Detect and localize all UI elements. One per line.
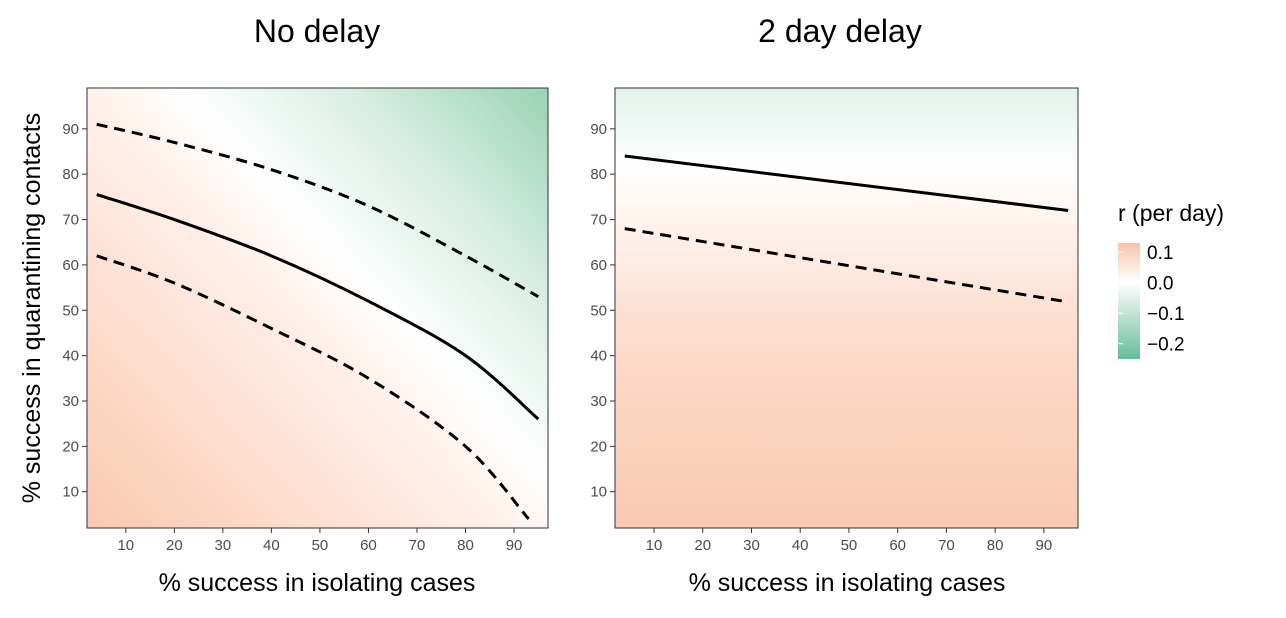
- x-tick-label: 80: [457, 537, 474, 554]
- y-tick-label: 10: [62, 484, 79, 501]
- solid-contour-line: [624, 154, 1069, 212]
- x-axis-title: % success in isolating cases: [159, 569, 476, 597]
- y-tick-label: 60: [62, 257, 79, 274]
- x-tick-label: 10: [117, 537, 134, 554]
- x-tick-label: 70: [409, 537, 426, 554]
- y-tick-label: 70: [590, 212, 607, 229]
- panel-title: No delay: [254, 13, 380, 49]
- y-tick-label: 30: [62, 393, 79, 410]
- y-axis-title: % success in quarantining contacts: [18, 113, 46, 504]
- x-tick-label: 20: [694, 537, 711, 554]
- y-tick-label: 20: [590, 438, 607, 455]
- dashed-contour-line: [96, 122, 540, 298]
- panel-no-delay: No delay 10 20 30 40 50 60 70 80 90 10 20 30 40 50 60 7…: [18, 13, 549, 597]
- y-tick-label: 70: [62, 212, 79, 229]
- x-tick-label: 40: [263, 537, 280, 554]
- panel-border: [614, 87, 1079, 529]
- y-tick-label: 60: [590, 257, 607, 274]
- dashed-contour-line: [96, 254, 530, 520]
- y-tick-label: 20: [62, 438, 79, 455]
- x-tick-label: 70: [938, 537, 955, 554]
- x-tick-label: 90: [1036, 537, 1053, 554]
- x-tick-label: 80: [987, 537, 1004, 554]
- tick-group: 10 20 30 40 50 60 70 80 90 10 20 30 40 50 60 70 80 90: [62, 121, 522, 554]
- x-axis-title: % success in isolating cases: [689, 569, 1006, 597]
- y-tick-label: 40: [62, 348, 79, 365]
- y-tick-label: 40: [590, 348, 607, 365]
- legend-ticks: 0.1 0.0 −0.1 −0.2: [1118, 243, 1185, 356]
- x-tick-label: 60: [889, 537, 906, 554]
- dashed-contour-line: [624, 227, 1064, 303]
- legend-label: −0.1: [1147, 304, 1185, 325]
- y-tick-label: 30: [590, 393, 607, 410]
- y-tick-label: 80: [62, 166, 79, 183]
- legend-title: r (per day): [1118, 200, 1224, 226]
- heatmap-fill: [615, 88, 1078, 528]
- x-tick-label: 60: [360, 537, 377, 554]
- tick-group: 10 20 30 40 50 60 70 80 90 10 20 30 40 50 60 70 80 90: [590, 121, 1052, 554]
- x-tick-label: 20: [166, 537, 183, 554]
- y-tick-label: 50: [590, 302, 607, 319]
- panel-2-day-delay: 2 day delay 10 20 30 40 50 60 70 80 90 10 20 30 40 50…: [590, 13, 1079, 597]
- y-tick-label: 50: [62, 302, 79, 319]
- x-tick-label: 30: [215, 537, 232, 554]
- y-tick-label: 10: [590, 484, 607, 501]
- legend-label: 0.0: [1147, 274, 1173, 295]
- legend: r (per day) 0.1 0.0 −0.1 −0.2: [1118, 200, 1224, 359]
- legend-label: −0.2: [1147, 335, 1185, 356]
- panel-border: [86, 87, 549, 529]
- contour-group: [624, 154, 1069, 303]
- y-tick-label: 90: [590, 121, 607, 138]
- heatmap-fill: [87, 88, 548, 528]
- legend-label: 0.1: [1147, 243, 1173, 264]
- legend-colorbar: [1118, 243, 1140, 359]
- solid-contour-line: [96, 193, 540, 421]
- x-tick-label: 40: [792, 537, 809, 554]
- x-tick-label: 30: [743, 537, 760, 554]
- y-tick-label: 80: [590, 166, 607, 183]
- y-tick-label: 90: [62, 121, 79, 138]
- x-tick-label: 10: [646, 537, 663, 554]
- x-tick-label: 90: [506, 537, 523, 554]
- contour-group: [96, 122, 540, 520]
- x-tick-label: 50: [841, 537, 858, 554]
- panel-title: 2 day delay: [758, 13, 922, 49]
- x-tick-label: 50: [312, 537, 329, 554]
